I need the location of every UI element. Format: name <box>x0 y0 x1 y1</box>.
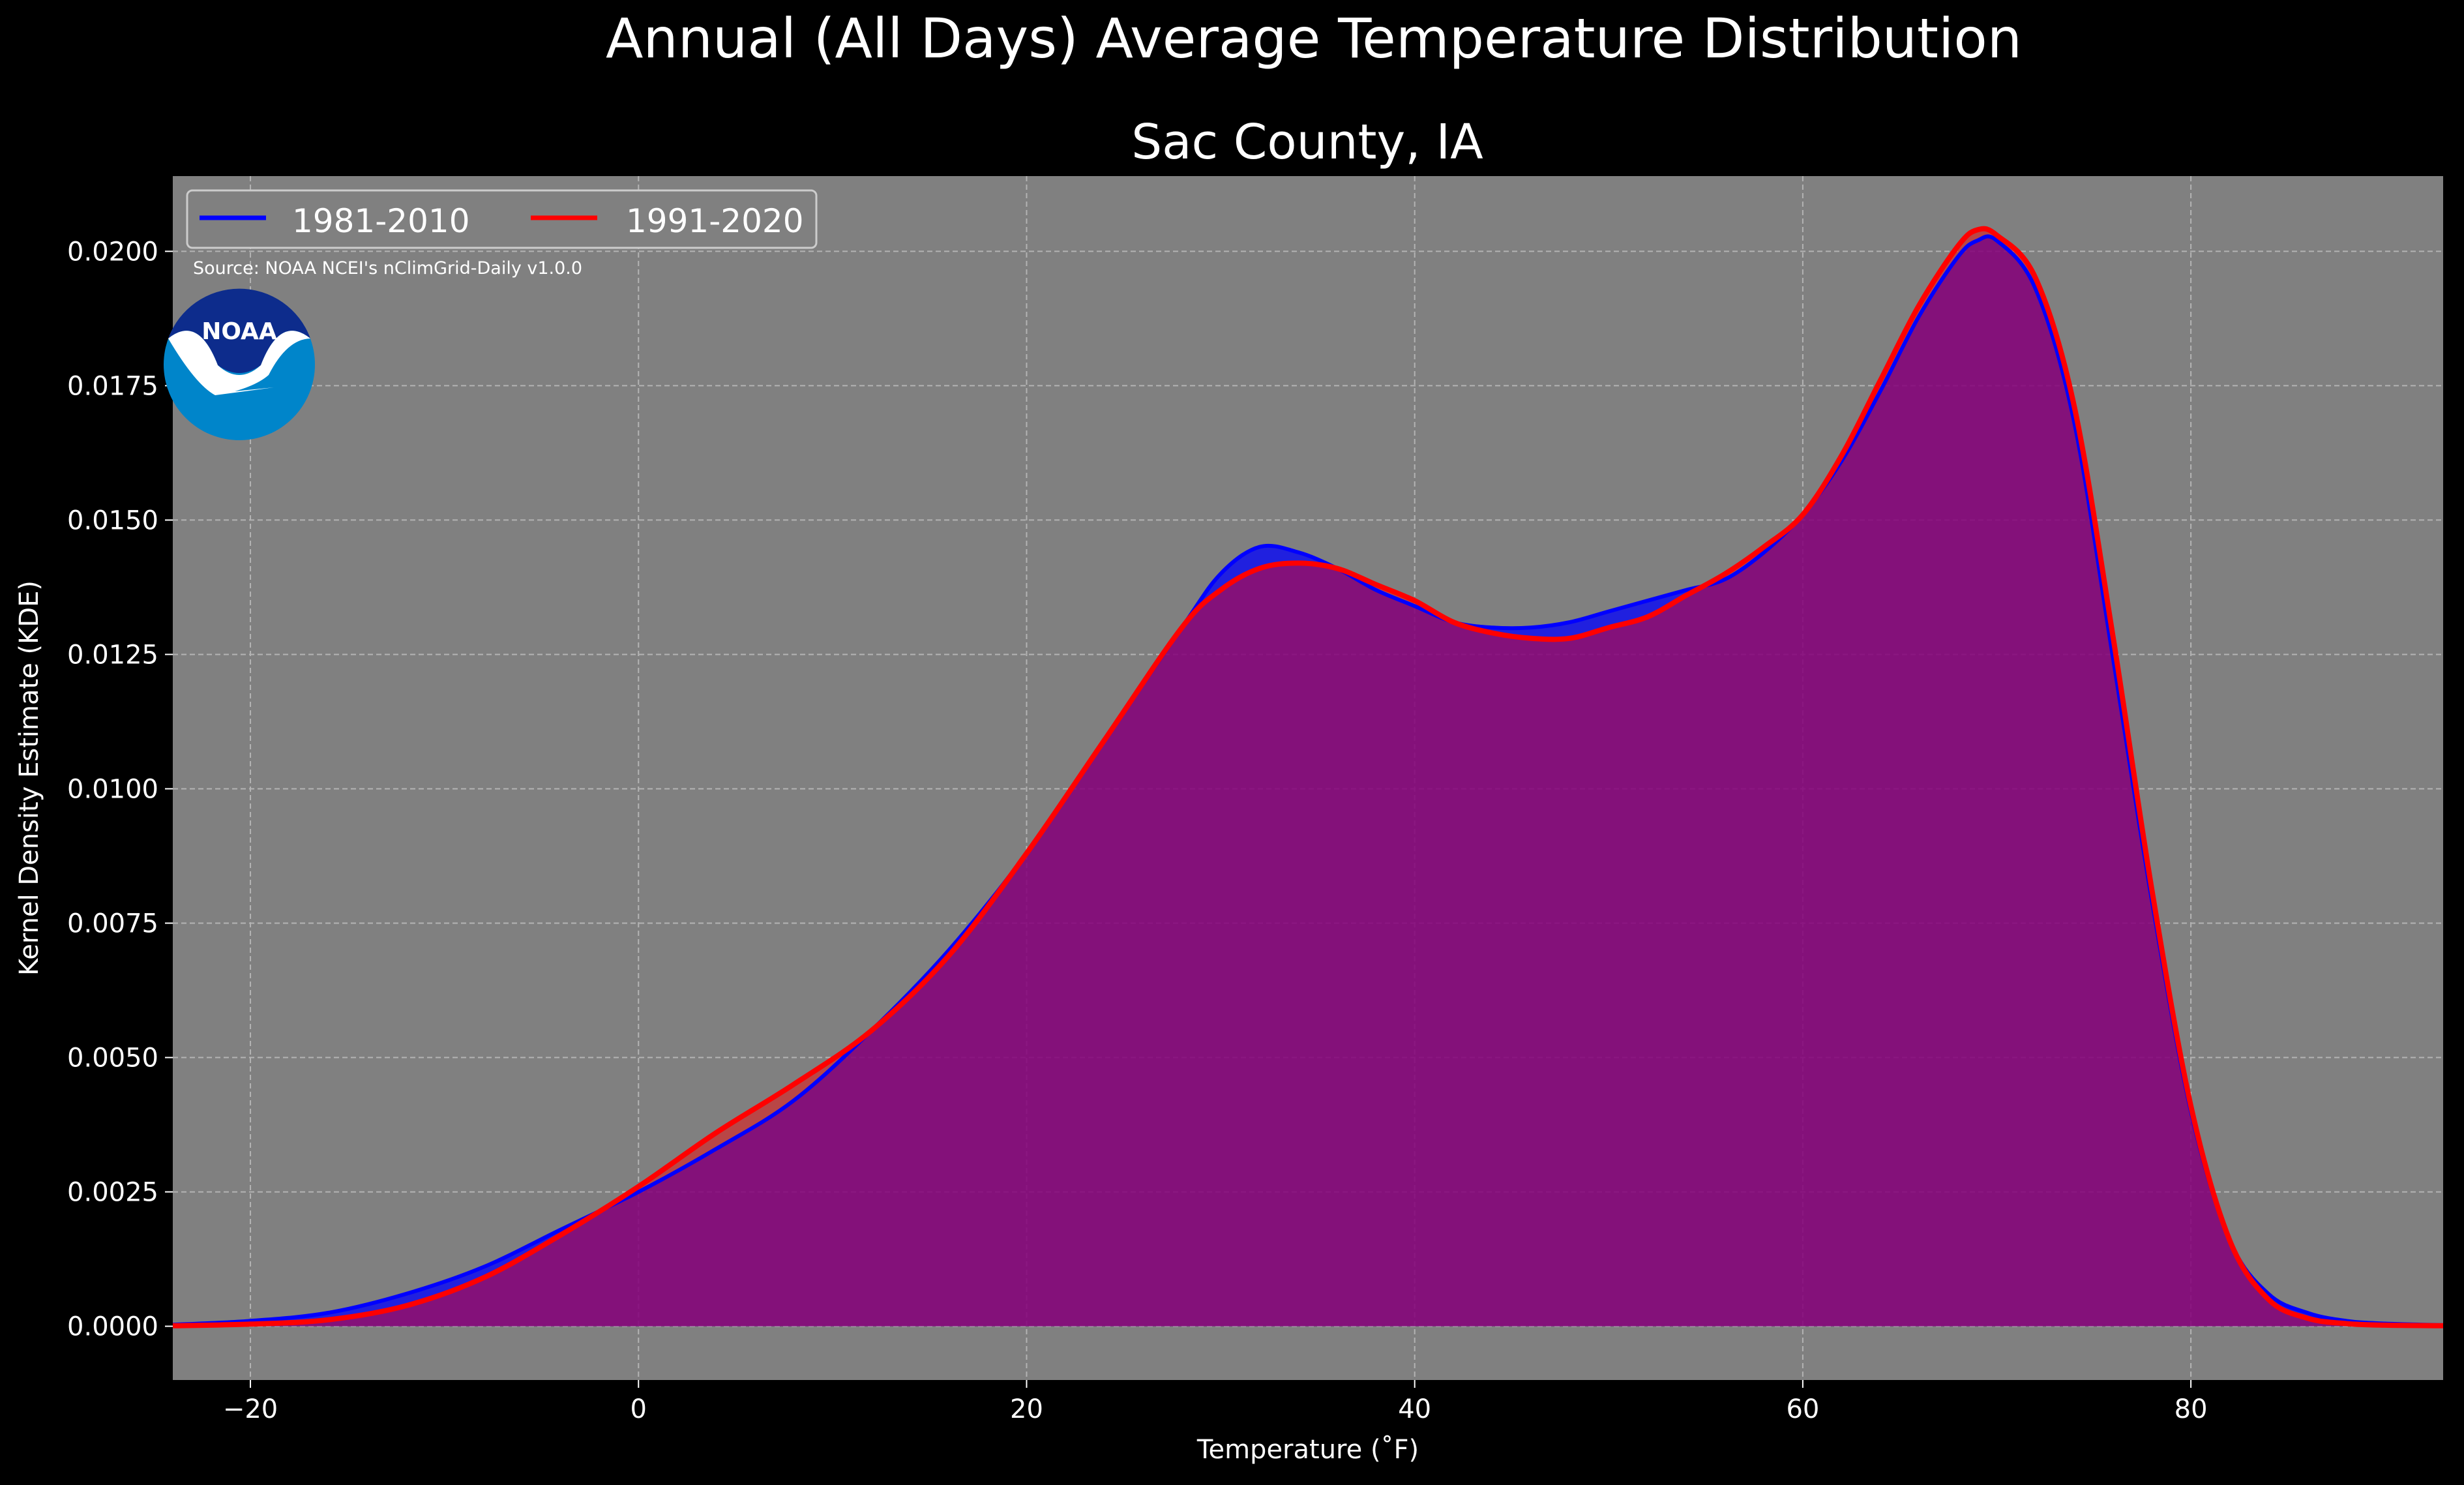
legend: 1981-2010 1991-2020 <box>186 189 818 249</box>
legend-label-1981-2010: 1981-2010 <box>292 202 470 240</box>
x-tick-label: 60 <box>1786 1394 1819 1424</box>
density-areas <box>173 228 2443 1327</box>
y-axis-label: Kernel Density Estimate (KDE) <box>14 580 44 976</box>
y-tick-label: 0.0200 <box>67 237 158 267</box>
noaa-logo: NOAA <box>164 288 315 440</box>
area-1981-2010 <box>173 236 2443 1327</box>
x-tick-label: 40 <box>1398 1394 1431 1424</box>
y-tick-label: 0.0075 <box>67 909 158 939</box>
x-tick-label: 80 <box>2175 1394 2208 1424</box>
y-tick-label: 0.0125 <box>67 640 158 670</box>
y-tick-label: 0.0025 <box>67 1178 158 1208</box>
y-tick-label: 0.0100 <box>67 774 158 804</box>
line-1991-2020 <box>173 226 2443 1328</box>
y-tick-label: 0.0050 <box>67 1043 158 1073</box>
area-1991-2020 <box>173 228 2443 1327</box>
noaa-logo-text: NOAA <box>201 318 277 345</box>
figure-suptitle: Annual (All Days) Average Temperature Di… <box>606 7 2022 70</box>
source-note: Source: NOAA NCEI's nClimGrid-Daily v1.0… <box>193 258 582 278</box>
x-axis-label: Temperature (˚F) <box>1196 1435 1419 1465</box>
legend-label-1991-2020: 1991-2020 <box>626 202 804 240</box>
axis-ticks: −20 0 20 40 60 80 0.0000 0.0025 0.0050 0.0075 0.01… <box>67 237 2208 1424</box>
x-tick-label: 0 <box>631 1394 647 1424</box>
chart-title: Sac County, IA <box>1131 114 1483 170</box>
density-lines <box>173 226 2443 1328</box>
legend-box <box>186 189 818 249</box>
y-tick-label: 0.0150 <box>67 505 158 535</box>
x-tick-label: 20 <box>1010 1394 1043 1424</box>
y-tick-label: 0.0175 <box>67 371 158 401</box>
y-tick-label: 0.0000 <box>67 1312 158 1342</box>
x-tick-label: −20 <box>223 1394 278 1424</box>
